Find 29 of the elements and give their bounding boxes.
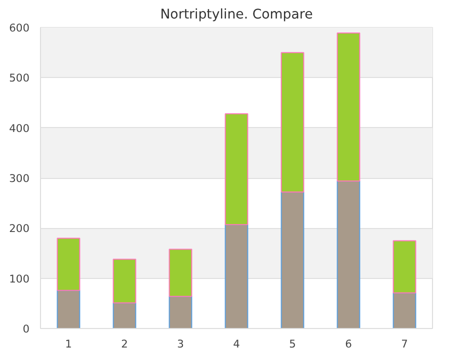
- x-tick-label: 1: [65, 338, 72, 350]
- bar: [280, 192, 304, 328]
- bar: [168, 296, 192, 328]
- bar: [224, 113, 248, 226]
- bar: [336, 32, 360, 182]
- bar: [112, 302, 136, 328]
- bar: [56, 238, 80, 291]
- y-tick-label: 100: [9, 272, 30, 286]
- bar: [224, 224, 248, 328]
- x-tick-label: 2: [121, 338, 128, 350]
- y-tick-label: 300: [9, 172, 30, 185]
- x-tick-label: 3: [177, 338, 184, 350]
- y-tick-label: 500: [9, 72, 30, 85]
- bar: [112, 258, 136, 304]
- y-tick-label: 600: [9, 22, 30, 34]
- bar: [392, 240, 416, 294]
- bar: [392, 292, 416, 328]
- y-tick-label: 400: [9, 122, 30, 135]
- x-tick-label: 6: [345, 338, 352, 350]
- y-tick-label: 200: [9, 222, 30, 236]
- x-tick-label: 4: [233, 338, 240, 350]
- x-tick-label: 5: [289, 338, 296, 350]
- bar: [336, 180, 360, 328]
- y-tick-label: 0: [22, 322, 30, 336]
- chart-title: Nortriptyline. Compare: [160, 8, 313, 22]
- bar: [280, 52, 304, 193]
- bar: [168, 248, 192, 297]
- x-tick-label: 7: [401, 338, 408, 350]
- bar: [56, 290, 80, 328]
